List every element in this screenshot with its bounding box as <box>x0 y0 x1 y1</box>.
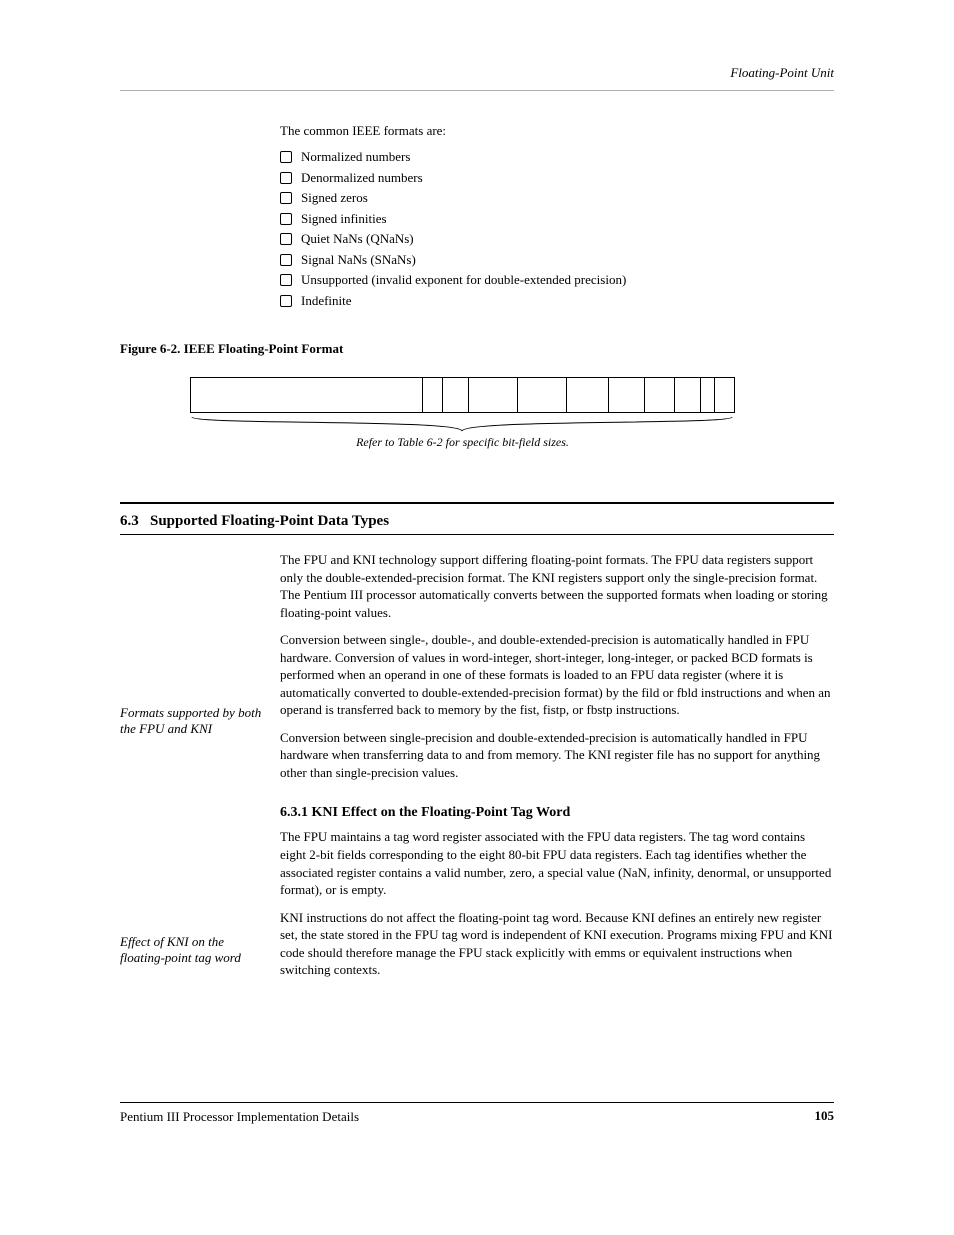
figure-title: Figure 6-2. IEEE Floating-Point Format <box>120 341 834 357</box>
list-item-label: Normalized numbers <box>301 147 410 168</box>
list-item: Unsupported (invalid exponent for double… <box>280 270 834 291</box>
bitfield-segment <box>469 378 518 412</box>
section-rule-block: 6.3 Supported Floating-Point Data Types <box>120 502 834 535</box>
list-item: Denormalized numbers <box>280 168 834 189</box>
checkbox-icon <box>280 172 292 184</box>
ieee-bitfield <box>190 377 735 413</box>
list-item-label: Quiet NaNs (QNaNs) <box>301 229 414 250</box>
checkbox-icon <box>280 151 292 163</box>
brace-icon <box>190 415 735 433</box>
ieee-figure: Refer to Table 6-2 for specific bit-fiel… <box>190 377 735 450</box>
bitfield-segment <box>567 378 609 412</box>
checkbox-icon <box>280 295 292 307</box>
header-rule <box>120 90 834 91</box>
paragraph: Conversion between single-, double-, and… <box>280 631 834 719</box>
list-item: Signal NaNs (SNaNs) <box>280 250 834 271</box>
list-item: Indefinite <box>280 291 834 312</box>
body-text: The FPU and KNI technology support diffe… <box>280 551 834 979</box>
bullet-list: Normalized numbers Denormalized numbers … <box>280 147 834 311</box>
checkbox-icon <box>280 254 292 266</box>
section-number: 6.3 <box>120 513 139 529</box>
footer-rule <box>120 1102 834 1103</box>
header-right: Floating-Point Unit <box>730 65 834 81</box>
footer: Pentium III Processor Implementation Det… <box>120 1102 834 1125</box>
intro-text: The common IEEE formats are: <box>280 123 834 139</box>
list-item: Quiet NaNs (QNaNs) <box>280 229 834 250</box>
footer-left: Pentium III Processor Implementation Det… <box>120 1109 834 1125</box>
section-title: 6.3 Supported Floating-Point Data Types <box>120 513 834 530</box>
list-item-label: Signed infinities <box>301 209 387 230</box>
list-item: Signed infinities <box>280 209 834 230</box>
list-item-label: Unsupported (invalid exponent for double… <box>301 270 626 291</box>
margin-note: Effect of KNI on the floating-point tag … <box>120 934 270 966</box>
paragraph: The FPU and KNI technology support diffe… <box>280 551 834 621</box>
list-item: Normalized numbers <box>280 147 834 168</box>
page-number: 105 <box>815 1108 835 1124</box>
bitfield-segment <box>701 378 715 412</box>
paragraph: KNI instructions do not affect the float… <box>280 909 834 979</box>
section-rule-bottom <box>120 534 834 535</box>
bitfield-segment <box>715 378 728 412</box>
bitfield-segment <box>518 378 567 412</box>
subsection-title: 6.3.1 KNI Effect on the Floating-Point T… <box>280 804 834 823</box>
checkbox-icon <box>280 192 292 204</box>
bitfield-segment <box>609 378 645 412</box>
bitfield-segment <box>423 378 443 412</box>
bitfield-segment <box>675 378 701 412</box>
list-item-label: Indefinite <box>301 291 352 312</box>
checkbox-icon <box>280 213 292 225</box>
brace-path <box>192 417 732 431</box>
bitfield-segment <box>191 378 423 412</box>
figure-caption: Refer to Table 6-2 for specific bit-fiel… <box>190 435 735 450</box>
checkbox-icon <box>280 274 292 286</box>
paragraph: The FPU maintains a tag word register as… <box>280 828 834 898</box>
paragraph: Conversion between single-precision and … <box>280 729 834 782</box>
list-item-label: Denormalized numbers <box>301 168 423 189</box>
brace-svg <box>190 415 735 433</box>
page: Floating-Point Unit The common IEEE form… <box>0 0 954 1235</box>
list-item: Signed zeros <box>280 188 834 209</box>
list-item-label: Signed zeros <box>301 188 368 209</box>
margin-note: Formats supported by both the FPU and KN… <box>120 705 270 737</box>
list-item-label: Signal NaNs (SNaNs) <box>301 250 416 271</box>
checkbox-icon <box>280 233 292 245</box>
bitfield-segment <box>645 378 675 412</box>
section-heading: Supported Floating-Point Data Types <box>150 513 389 529</box>
bitfield-segment <box>443 378 469 412</box>
